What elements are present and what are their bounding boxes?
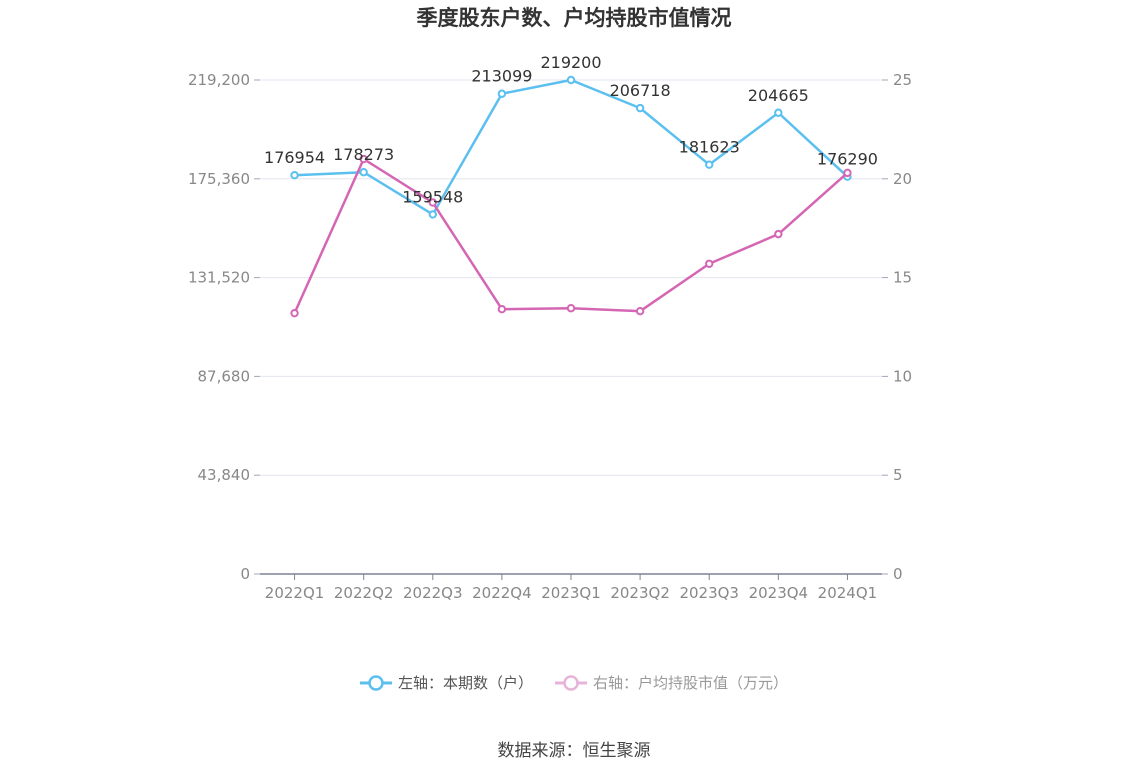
legend-label-market-value: 右轴：户均持股市值（万元） xyxy=(593,674,789,692)
right-tick-label: 5 xyxy=(893,466,903,484)
data-point xyxy=(359,154,368,164)
data-label: 176290 xyxy=(817,150,878,169)
right-axis: 0 5 10 15 20 25 xyxy=(882,71,912,583)
data-point xyxy=(705,160,714,169)
right-tick-label: 15 xyxy=(893,269,912,287)
series-line-1 xyxy=(293,157,849,314)
data-point xyxy=(566,75,576,85)
data-point xyxy=(428,210,437,219)
data-point xyxy=(635,306,645,316)
data-label: 181623 xyxy=(679,138,740,157)
data-point xyxy=(359,168,368,177)
left-axis: 0 43,840 87,680 131,520 175,360 219,200 xyxy=(188,71,260,583)
x-tick-label: 2023Q4 xyxy=(749,584,809,602)
data-point xyxy=(290,308,299,318)
left-tick-label: 175,360 xyxy=(188,170,250,188)
x-tick-label: 2023Q1 xyxy=(541,584,601,602)
data-point xyxy=(774,229,783,239)
data-label: 219200 xyxy=(540,53,601,72)
legend-item-households[interactable]: 左轴：本期数（户） xyxy=(359,672,533,693)
right-tick-label: 0 xyxy=(893,565,903,583)
data-labels: 176954 178273 159548 213099 219200 206718 1816… xyxy=(264,53,878,206)
data-label: 213099 xyxy=(471,67,532,86)
left-tick-label: 87,680 xyxy=(198,367,251,385)
chart-title: 季度股东户数、户均持股市值情况 xyxy=(416,6,732,30)
legend-item-market-value[interactable]: 右轴：户均持股市值（万元） xyxy=(555,672,788,693)
chart-plot: 0 43,840 87,680 131,520 175,360 219,200 0 5 10 1… xyxy=(188,53,912,602)
x-tick-label: 2022Q3 xyxy=(403,584,463,602)
x-tick-label: 2022Q4 xyxy=(472,584,532,602)
data-label: 159548 xyxy=(402,187,463,206)
left-tick-label: 0 xyxy=(240,565,250,583)
data-point xyxy=(290,171,299,180)
left-tick-label: 43,840 xyxy=(198,466,251,484)
x-tick-label: 2022Q2 xyxy=(334,584,394,602)
data-point xyxy=(843,168,852,178)
x-tick-label: 2023Q3 xyxy=(679,584,739,602)
grid-lines xyxy=(260,79,882,476)
legend: 左轴：本期数（户） 右轴：户均持股市值（万元） xyxy=(0,672,1148,693)
series-layer xyxy=(290,75,852,318)
left-tick-label: 131,520 xyxy=(188,269,250,287)
x-axis: 2022Q1 2022Q2 2022Q3 2022Q4 2023Q1 2023Q2 2023… xyxy=(260,573,882,602)
x-tick-label: 2024Q1 xyxy=(818,584,878,602)
data-point xyxy=(428,198,437,207)
legend-label-households: 左轴：本期数（户） xyxy=(397,674,533,692)
data-point xyxy=(497,89,507,98)
data-point xyxy=(566,304,576,313)
legend-line-icon xyxy=(555,674,587,691)
legend-line-icon xyxy=(359,674,392,691)
data-label: 176954 xyxy=(264,148,325,167)
data-point xyxy=(705,259,714,268)
right-tick-label: 20 xyxy=(893,170,912,188)
left-tick-label: 219,200 xyxy=(188,71,250,89)
data-point xyxy=(635,103,645,113)
right-tick-label: 25 xyxy=(893,71,912,89)
data-label: 206718 xyxy=(610,81,671,100)
data-label: 204665 xyxy=(748,86,809,105)
data-source: 数据来源：恒生聚源 xyxy=(497,741,651,761)
x-tick-label: 2022Q1 xyxy=(265,584,325,602)
data-point xyxy=(774,108,783,117)
right-tick-label: 10 xyxy=(893,367,912,385)
data-label: 178273 xyxy=(333,145,394,164)
data-point xyxy=(497,305,507,314)
x-tick-label: 2023Q2 xyxy=(610,584,670,602)
